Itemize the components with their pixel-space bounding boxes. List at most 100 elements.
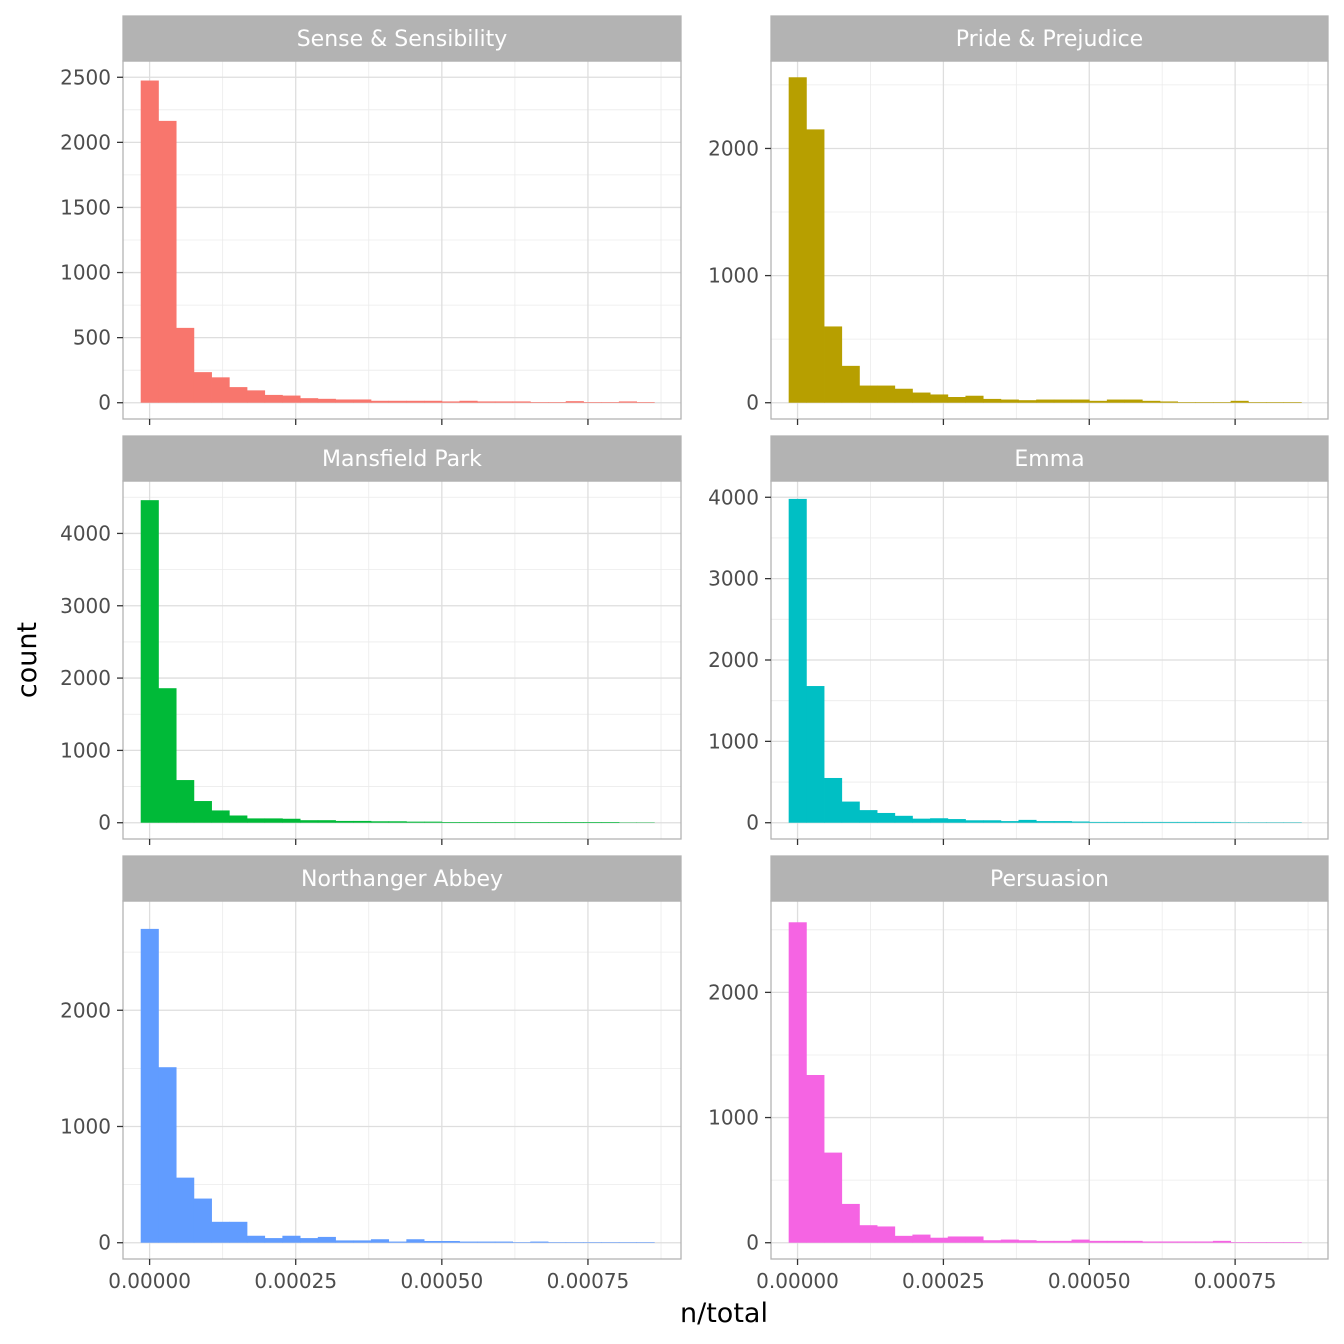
histogram-bar: [193, 372, 212, 403]
histogram-bar: [947, 1236, 966, 1243]
facet-strip-label: Persuasion: [990, 867, 1109, 892]
x-axis-title: n/total: [680, 1298, 768, 1329]
histogram-bar: [824, 1152, 843, 1243]
x-tick-label: 0.00075: [547, 1269, 630, 1293]
histogram-bar: [1177, 402, 1196, 403]
histogram-bar: [618, 401, 637, 403]
histogram-bar: [1000, 1239, 1019, 1243]
histogram-bar: [983, 398, 1002, 403]
histogram-bar: [193, 1198, 212, 1243]
histogram-bar: [193, 801, 212, 823]
histogram-bar: [1142, 821, 1161, 823]
histogram-bar: [565, 1242, 584, 1243]
histogram-bar: [1230, 400, 1249, 403]
y-tick-label: 2000: [60, 998, 111, 1022]
histogram-bar: [1142, 1241, 1161, 1243]
x-tick-label: 0.00075: [1194, 1269, 1277, 1293]
histogram-bar: [1071, 1239, 1090, 1243]
facet-strip-label: Emma: [1014, 447, 1084, 472]
histogram-bar: [1053, 821, 1072, 823]
histogram-bar: [806, 686, 825, 823]
histogram-bar: [246, 1235, 266, 1243]
y-tick-label: 2500: [60, 65, 111, 89]
x-tick-label: 0.00000: [756, 1269, 839, 1293]
histogram-bar: [1089, 400, 1108, 403]
histogram-bar: [229, 1221, 248, 1243]
histogram-bar: [930, 1237, 949, 1243]
histogram-bar: [859, 810, 878, 823]
histogram-bar: [459, 822, 478, 823]
histogram-bar: [1036, 1240, 1055, 1243]
histogram-bar: [806, 1074, 825, 1243]
histogram-bar: [601, 1242, 620, 1243]
x-tick-label: 0.00000: [108, 1269, 191, 1293]
histogram-bar: [459, 400, 478, 403]
histogram-bar: [1000, 399, 1019, 403]
histogram-bar: [441, 401, 460, 403]
histogram-bar: [912, 392, 931, 403]
y-tick-label: 3000: [708, 567, 759, 591]
histogram-bar: [583, 1242, 602, 1243]
histogram-bar: [140, 80, 159, 403]
histogram-bar: [1089, 821, 1108, 823]
histogram-bar: [1124, 1240, 1143, 1243]
histogram-bar: [1106, 1240, 1125, 1243]
histogram-bar: [877, 812, 896, 823]
histogram-bar: [1212, 821, 1232, 823]
y-tick-label: 4000: [60, 521, 111, 545]
histogram-bar: [530, 1241, 549, 1243]
histogram-bar: [1018, 1240, 1037, 1243]
x-tick-label: 0.00025: [902, 1269, 985, 1293]
y-tick-label: 3000: [60, 594, 111, 618]
histogram-bar: [494, 401, 514, 403]
histogram-bar: [841, 801, 860, 823]
y-tick-label: 2000: [708, 980, 759, 1004]
facet-panel-3: Mansfield Park 0 1000 2000 3000 4000: [60, 435, 682, 845]
histogram-bar: [859, 1225, 878, 1243]
histogram-bar: [841, 1203, 860, 1243]
y-tick-label: 2000: [708, 648, 759, 672]
facet-strip-label: Mansfield Park: [322, 447, 482, 472]
histogram-bar: [176, 780, 195, 823]
histogram-bar: [894, 1235, 913, 1243]
histogram-bar: [282, 818, 301, 823]
y-tick-label: 0: [98, 1231, 111, 1255]
histogram-bar: [388, 400, 407, 403]
histogram-bar: [788, 498, 807, 823]
y-tick-label: 1000: [708, 1106, 759, 1130]
facet-panel-2: Pride & Prejudice 0 1000 2000: [708, 15, 1329, 425]
facet-panel-5: Northanger Abbey 0 1000 2000 0.00000 0.00025 0…: [60, 855, 682, 1293]
histogram-bar: [512, 401, 531, 403]
histogram-bar: [370, 821, 390, 823]
y-tick-label: 2000: [60, 666, 111, 690]
histogram-bar: [1230, 1242, 1249, 1243]
histogram-bar: [548, 822, 567, 823]
histogram-bar: [965, 1236, 984, 1243]
histogram-bar: [565, 401, 584, 403]
y-tick-label: 1000: [60, 261, 111, 285]
histogram-bar: [1018, 819, 1037, 823]
histogram-bar: [211, 810, 230, 823]
histogram-bar: [1036, 399, 1055, 403]
histogram-bar: [317, 820, 336, 823]
y-tick-label: 0: [746, 811, 759, 835]
histogram-bar: [158, 1067, 177, 1243]
histogram-bar: [530, 402, 549, 403]
histogram-bar: [1018, 400, 1037, 403]
histogram-bar: [1195, 1241, 1214, 1243]
histogram-bar: [1124, 821, 1143, 823]
histogram-bar: [1036, 821, 1055, 823]
y-axis-title: count: [12, 622, 43, 698]
y-tick-label: 0: [746, 1231, 759, 1255]
histogram-bar: [1159, 1241, 1178, 1243]
histogram-bar: [282, 395, 301, 403]
histogram-bar: [1265, 1242, 1285, 1243]
y-tick-label: 1000: [708, 264, 759, 288]
histogram-bar: [947, 819, 966, 823]
histogram-bar: [494, 822, 514, 823]
histogram-bar: [983, 820, 1002, 823]
histogram-bar: [406, 1239, 425, 1243]
histogram-bar: [618, 1242, 637, 1243]
x-tick-label: 0.00025: [254, 1269, 337, 1293]
facet-strip-label: Northanger Abbey: [301, 867, 503, 892]
